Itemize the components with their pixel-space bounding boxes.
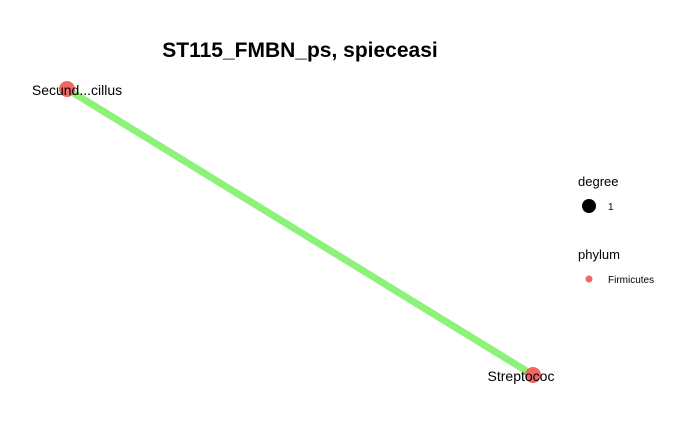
network-node: Secund...cillus: [32, 81, 122, 98]
legend-degree-label: 1: [608, 202, 614, 213]
legend-degree-key: [582, 199, 596, 213]
legend-degree-title: degree: [578, 174, 618, 189]
legend: degree 1 phylum Firmicutes: [578, 174, 654, 286]
network-edge: [63, 85, 537, 379]
plot-title: ST115_FMBN_ps, spieceasi: [162, 39, 437, 62]
node-circle: [525, 367, 541, 383]
node-label: Streptococ: [488, 368, 555, 384]
network-node: Streptococ: [488, 367, 555, 384]
legend-phylum-title: phylum: [578, 247, 620, 262]
node-label: Secund...cillus: [32, 82, 122, 98]
legend-phylum-label: Firmicutes: [608, 275, 654, 286]
legend-phylum-key: [585, 275, 593, 283]
node-circle: [59, 81, 75, 97]
